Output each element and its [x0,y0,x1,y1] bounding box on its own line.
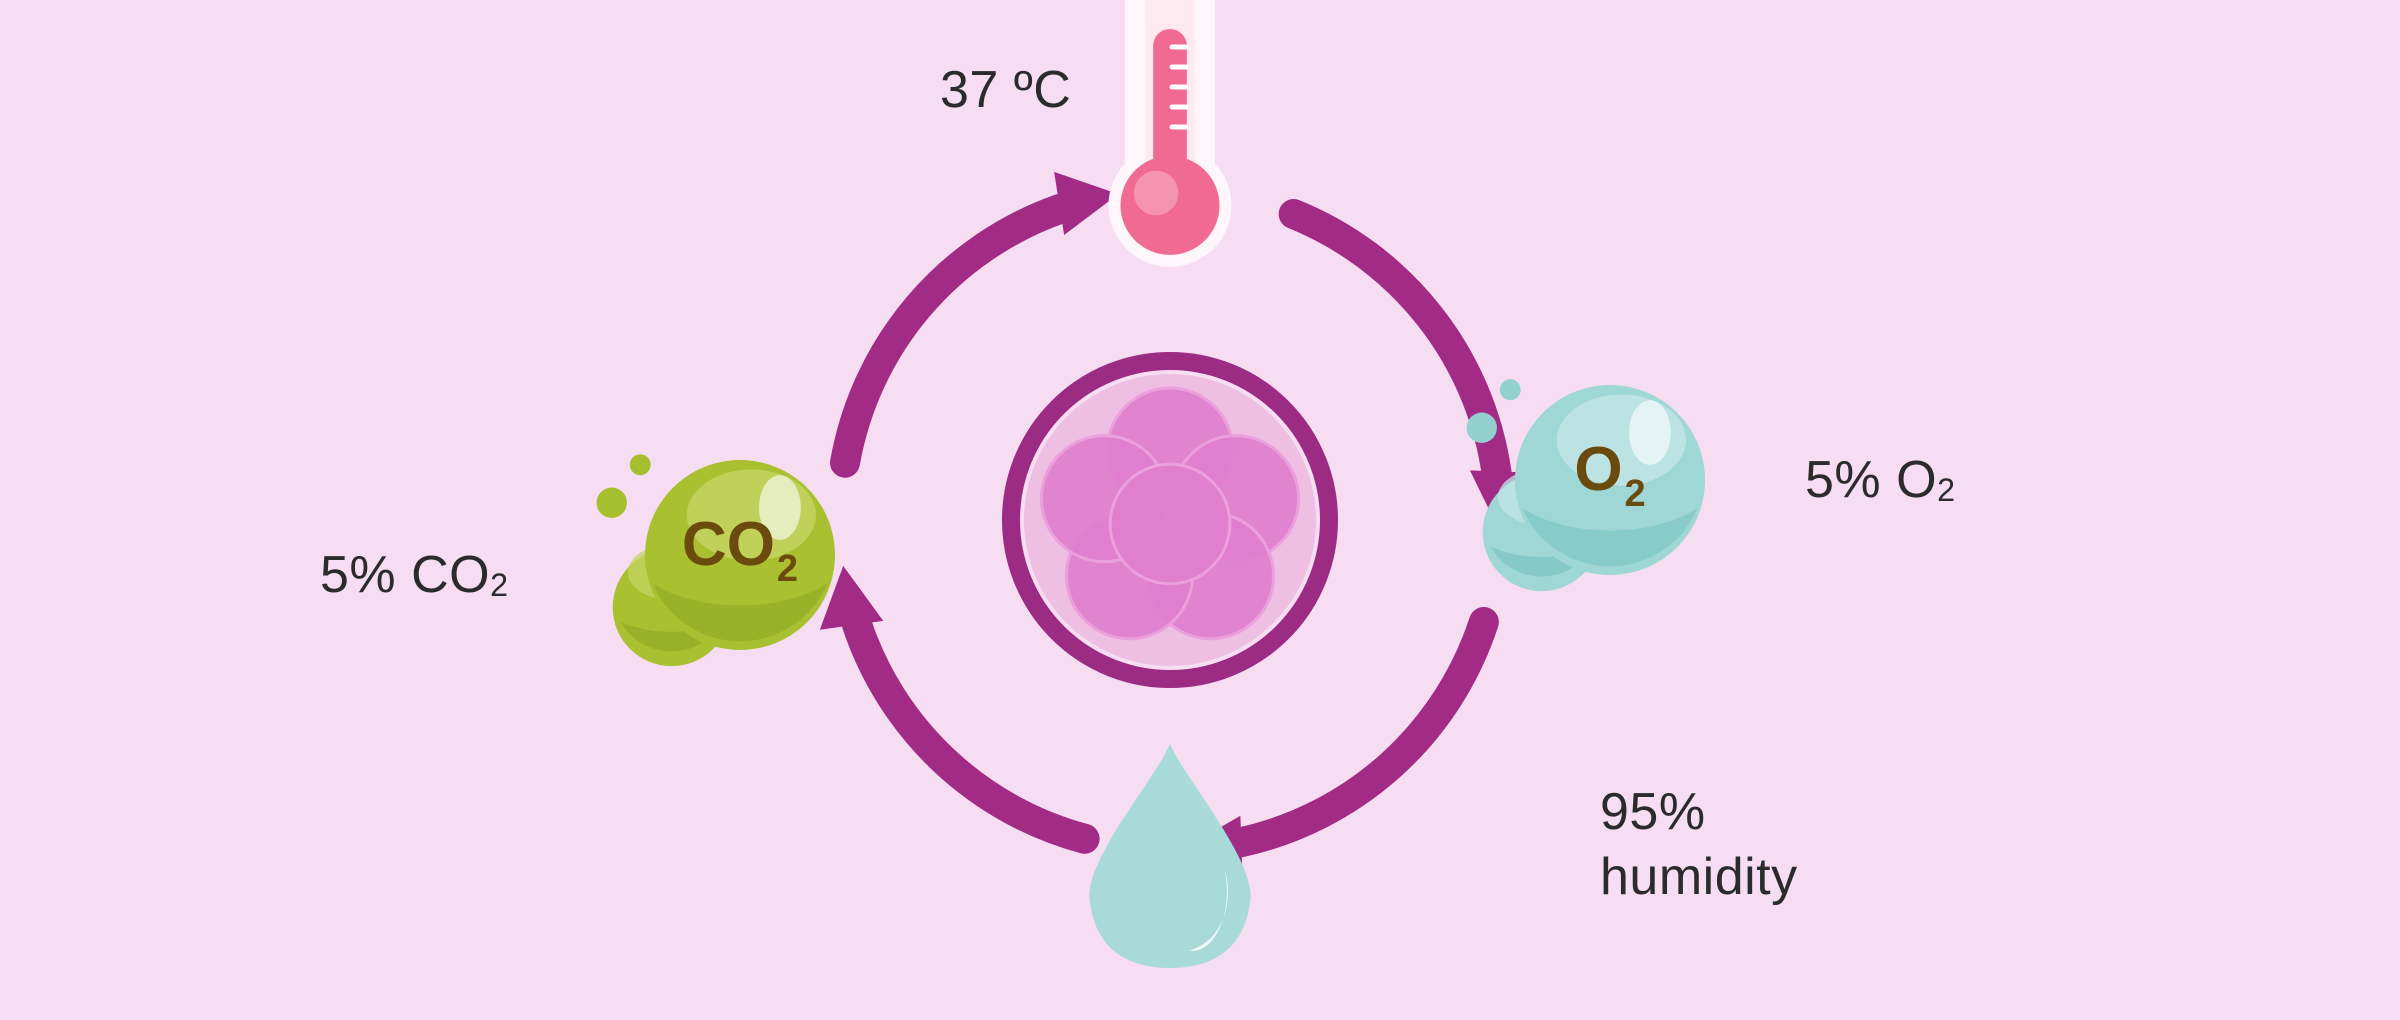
diagram-svg: CO2 O2 [0,0,2400,1020]
humidity-droplet-icon [1089,744,1250,968]
cycle-arrow-to-co2 [857,624,1085,838]
thermometer-icon [1109,0,1232,267]
o2-label: 5% O2 [1805,450,1956,510]
cycle-arrow-to-humidity [1241,622,1484,842]
embryo-icon [1011,361,1329,679]
cycle-arrow-to-oxygen [1294,214,1497,472]
temperature-label: 37 ºC [940,60,1071,120]
co2-label: 5% CO2 [320,545,509,605]
humidity-label: 95%humidity [1600,780,1798,910]
cycle-arrow-to-temperature [845,209,1060,463]
co2-icon: CO2 [597,454,835,666]
diagram-stage: CO2 O2 37 ºC 5% CO2 5% O2 95%humidity [0,0,2400,1020]
o2-icon: O2 [1467,379,1705,591]
